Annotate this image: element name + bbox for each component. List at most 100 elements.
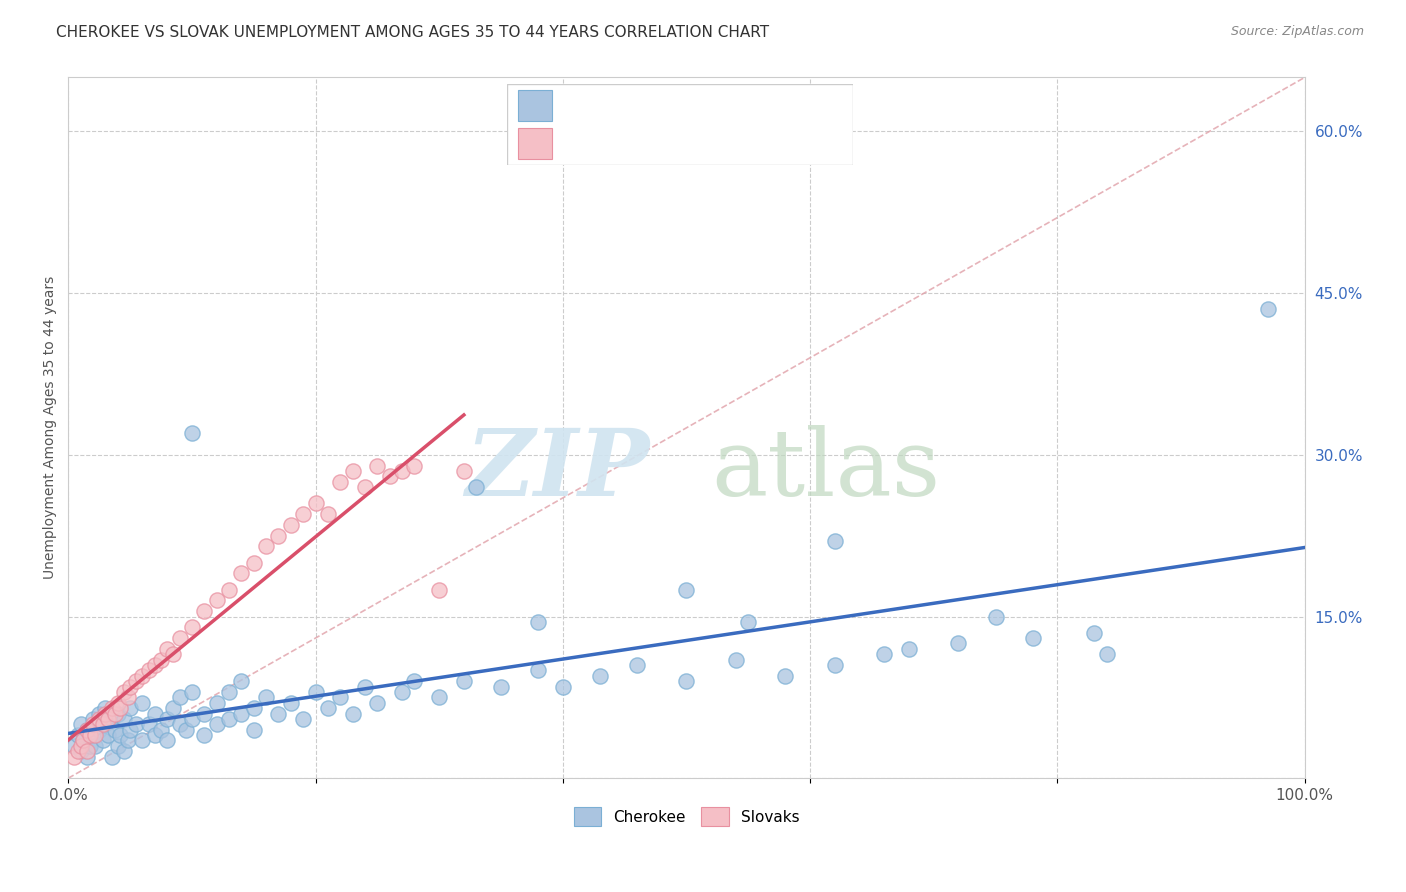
Point	[1083, 625, 1105, 640]
Point	[94, 717, 117, 731]
Point	[169, 690, 191, 705]
Point	[143, 658, 166, 673]
Point	[63, 739, 86, 753]
Point	[89, 712, 111, 726]
Point	[589, 669, 612, 683]
Point	[169, 631, 191, 645]
Point	[118, 701, 141, 715]
Point	[205, 717, 228, 731]
Point	[254, 690, 277, 705]
Point	[292, 507, 315, 521]
Point	[131, 669, 153, 683]
Point	[131, 733, 153, 747]
Point	[391, 464, 413, 478]
Point	[100, 749, 122, 764]
Point	[329, 475, 352, 489]
Point	[218, 712, 240, 726]
Y-axis label: Unemployment Among Ages 35 to 44 years: Unemployment Among Ages 35 to 44 years	[44, 277, 58, 580]
Point	[453, 674, 475, 689]
Point	[108, 701, 131, 715]
Text: CHEROKEE VS SLOVAK UNEMPLOYMENT AMONG AGES 35 TO 44 YEARS CORRELATION CHART: CHEROKEE VS SLOVAK UNEMPLOYMENT AMONG AG…	[56, 25, 769, 40]
Point	[551, 680, 574, 694]
Point	[193, 706, 215, 721]
Point	[427, 690, 450, 705]
Point	[354, 680, 377, 694]
Text: ZIP: ZIP	[465, 425, 650, 515]
Point	[97, 728, 120, 742]
Point	[180, 620, 202, 634]
Point	[72, 733, 94, 747]
Point	[67, 744, 90, 758]
Point	[117, 733, 139, 747]
Point	[527, 664, 550, 678]
Point	[267, 706, 290, 721]
Point	[675, 582, 697, 597]
Point	[104, 706, 127, 721]
Point	[1257, 302, 1279, 317]
Point	[304, 496, 326, 510]
Point	[162, 701, 184, 715]
Legend: Cherokee, Slovaks: Cherokee, Slovaks	[565, 800, 807, 834]
Point	[193, 728, 215, 742]
Point	[82, 712, 104, 726]
Point	[205, 696, 228, 710]
Point	[112, 744, 135, 758]
Point	[91, 717, 114, 731]
Point	[100, 701, 122, 715]
Point	[1095, 647, 1118, 661]
Point	[824, 658, 846, 673]
Point	[316, 507, 339, 521]
Point	[174, 723, 197, 737]
Point	[378, 469, 401, 483]
Point	[112, 712, 135, 726]
Point	[453, 464, 475, 478]
Point	[112, 685, 135, 699]
Point	[67, 728, 90, 742]
Point	[354, 480, 377, 494]
Point	[84, 728, 107, 742]
Point	[254, 540, 277, 554]
Point	[366, 458, 388, 473]
Point	[82, 728, 104, 742]
Point	[149, 652, 172, 666]
Point	[69, 739, 91, 753]
Point	[118, 723, 141, 737]
Point	[489, 680, 512, 694]
Point	[242, 701, 264, 715]
Point	[180, 426, 202, 441]
Point	[948, 636, 970, 650]
Point	[366, 696, 388, 710]
Point	[724, 652, 747, 666]
Point	[231, 674, 253, 689]
Point	[91, 733, 114, 747]
Point	[107, 706, 129, 721]
Point	[143, 706, 166, 721]
Point	[984, 609, 1007, 624]
Point	[156, 712, 179, 726]
Point	[280, 517, 302, 532]
Point	[125, 717, 148, 731]
Point	[391, 685, 413, 699]
Point	[465, 480, 488, 494]
Text: Source: ZipAtlas.com: Source: ZipAtlas.com	[1230, 25, 1364, 38]
Point	[527, 615, 550, 629]
Point	[84, 739, 107, 753]
Point	[79, 728, 101, 742]
Point	[76, 749, 98, 764]
Point	[180, 685, 202, 699]
Point	[82, 717, 104, 731]
Point	[76, 723, 98, 737]
Point	[143, 728, 166, 742]
Point	[626, 658, 648, 673]
Point	[824, 534, 846, 549]
Point	[118, 680, 141, 694]
Point	[218, 685, 240, 699]
Point	[898, 641, 921, 656]
Point	[69, 717, 91, 731]
Point	[89, 723, 111, 737]
Point	[72, 733, 94, 747]
Point	[231, 706, 253, 721]
Text: atlas: atlas	[711, 425, 941, 515]
Point	[76, 723, 98, 737]
Point	[76, 744, 98, 758]
